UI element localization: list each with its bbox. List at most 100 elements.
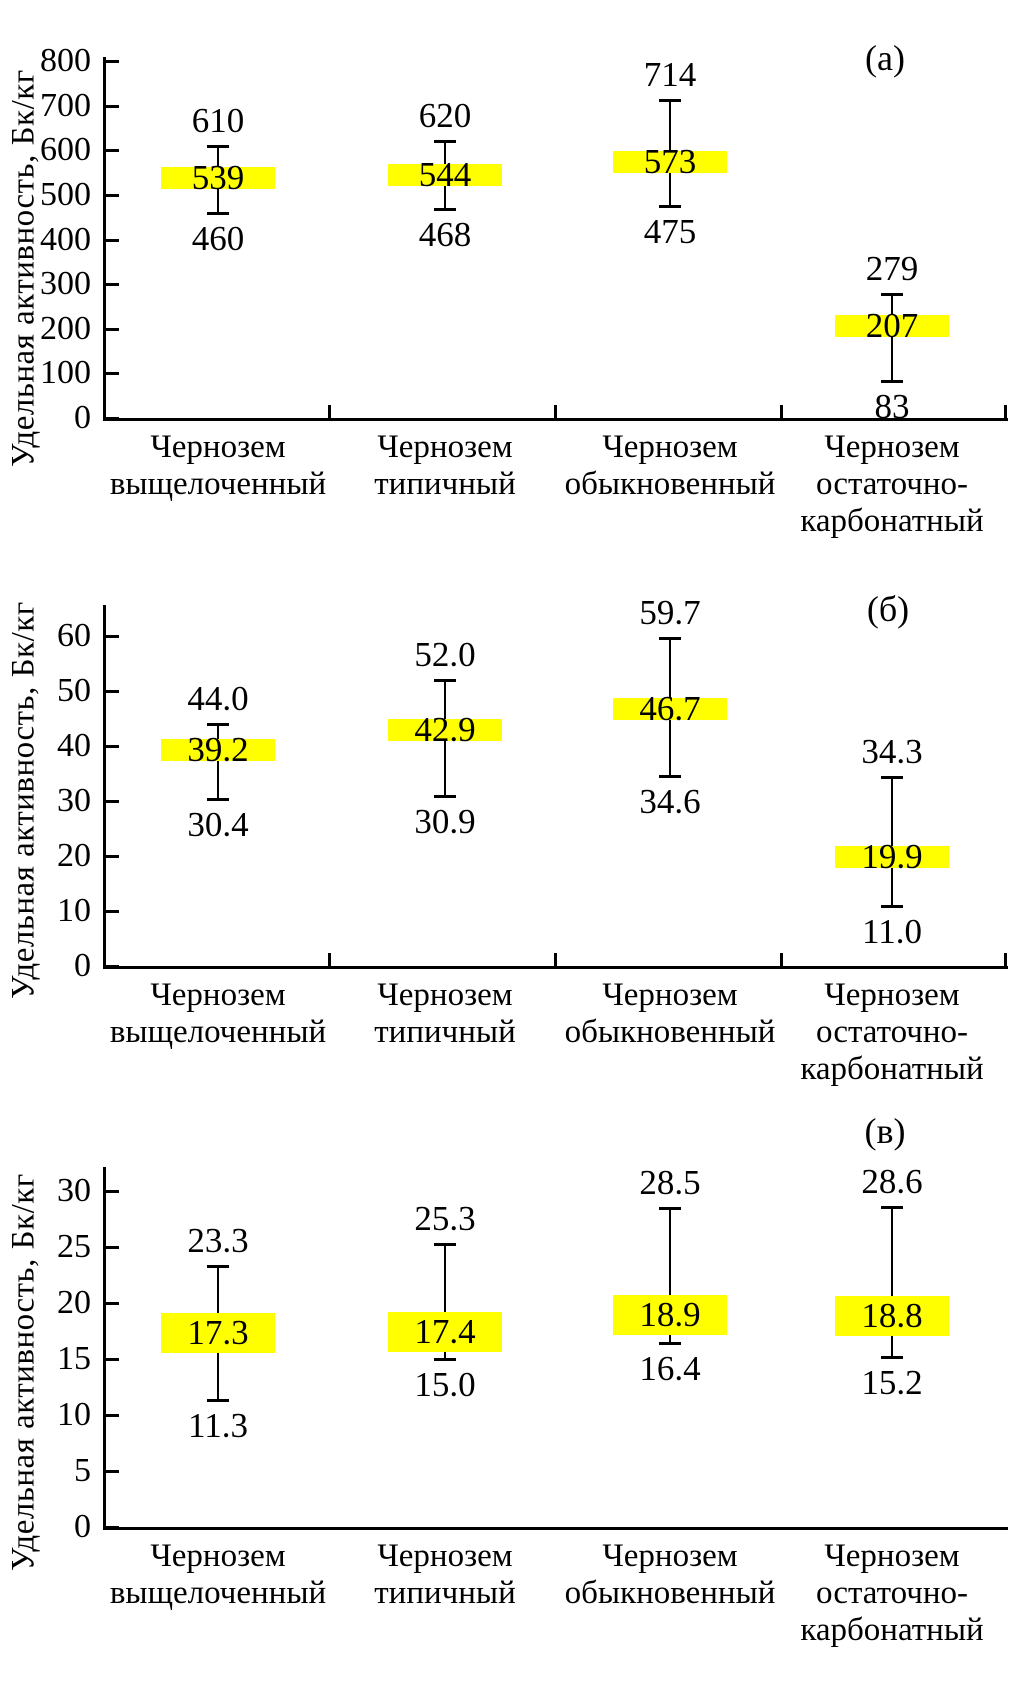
y-axis-title: Удельная активность, Бк/кг xyxy=(5,1173,42,1571)
max-value-label: 620 xyxy=(418,96,472,136)
y-axis xyxy=(103,605,106,969)
mean-highlight-box xyxy=(161,166,275,189)
category-label: Чернозем xyxy=(377,1538,513,1574)
category-label: Чернозем xyxy=(824,977,960,1013)
error-bar-cap-bottom xyxy=(881,1355,903,1359)
y-tick xyxy=(106,104,119,108)
mean-highlight-box xyxy=(388,719,502,742)
x-tick xyxy=(1004,953,1007,966)
mean-highlight-box xyxy=(388,1312,502,1353)
mean-value-label: 19.9 xyxy=(861,836,923,876)
y-tick xyxy=(106,1358,119,1361)
mean-value-label: 17.3 xyxy=(187,1313,249,1353)
mean-value-label: 46.7 xyxy=(639,689,701,729)
y-tick xyxy=(106,1414,119,1417)
category-label: обыкновенный xyxy=(564,1575,776,1611)
category-label: карбонатный xyxy=(800,503,984,539)
mean-highlight-box xyxy=(835,314,949,337)
y-tick xyxy=(106,238,119,242)
error-bar-cap-bottom xyxy=(659,205,681,209)
y-tick-label: 30 xyxy=(57,782,91,819)
error-bar-cap-bottom xyxy=(207,211,229,215)
min-value-label: 15.2 xyxy=(861,1362,923,1402)
min-value-label: 468 xyxy=(418,215,472,255)
y-tick-label: 0 xyxy=(74,1508,91,1545)
x-tick xyxy=(780,405,783,418)
mean-value-label: 539 xyxy=(191,157,245,197)
error-bar-line xyxy=(217,724,219,799)
error-bar-line xyxy=(891,293,893,381)
error-bar-cap-bottom xyxy=(434,795,456,799)
y-tick-label: 100 xyxy=(40,354,91,392)
x-tick xyxy=(780,953,783,966)
category-label: Чернозем xyxy=(602,977,738,1013)
y-tick xyxy=(106,149,119,153)
max-value-label: 23.3 xyxy=(187,1221,249,1261)
y-tick xyxy=(106,372,119,376)
mean-value-label: 544 xyxy=(418,155,472,195)
y-tick-label: 0 xyxy=(74,947,91,984)
y-tick xyxy=(106,194,119,197)
y-tick xyxy=(106,1302,119,1305)
category-label: Чернозем xyxy=(150,429,286,465)
error-bar-line xyxy=(891,1206,893,1357)
panel-letter: (в) xyxy=(864,1111,906,1151)
y-tick-label: 0 xyxy=(74,399,91,436)
mean-highlight-box xyxy=(161,739,275,762)
category-label: типичный xyxy=(374,466,516,502)
y-tick xyxy=(106,283,119,287)
error-bar-cap-bottom xyxy=(659,1342,681,1346)
y-tick xyxy=(106,1190,119,1193)
y-tick-label: 30 xyxy=(57,1172,91,1209)
category-label: остаточно- xyxy=(816,1575,968,1611)
mean-value-label: 573 xyxy=(643,142,697,182)
error-bar-cap-top xyxy=(881,776,903,780)
category-label: Чернозем xyxy=(602,429,738,465)
category-label: Чернозем xyxy=(150,977,286,1013)
mean-value-label: 18.8 xyxy=(861,1296,923,1336)
error-bar-cap-top xyxy=(881,292,903,296)
max-value-label: 610 xyxy=(191,100,245,140)
x-tick xyxy=(1004,405,1007,418)
max-value-label: 28.5 xyxy=(639,1162,701,1202)
error-bar-line xyxy=(891,777,893,906)
min-value-label: 15.0 xyxy=(414,1365,476,1404)
mean-value-label: 17.4 xyxy=(414,1312,476,1352)
y-tick-label: 10 xyxy=(57,1396,91,1433)
y-tick-label: 20 xyxy=(57,1284,91,1321)
error-bar-cap-top xyxy=(207,723,229,726)
x-tick xyxy=(328,953,331,966)
error-bar-cap-top xyxy=(434,140,456,144)
mean-value-label: 18.9 xyxy=(639,1295,701,1335)
x-axis xyxy=(103,966,1008,969)
category-label: Чернозем xyxy=(377,429,513,465)
y-tick xyxy=(106,745,119,748)
max-value-label: 52.0 xyxy=(414,635,476,674)
y-tick xyxy=(106,855,119,858)
x-axis xyxy=(103,418,1008,421)
category-label: выщелоченный xyxy=(109,1014,327,1050)
category-label: обыкновенный xyxy=(564,1014,776,1050)
x-tick xyxy=(328,405,331,418)
mean-highlight-box xyxy=(835,845,949,868)
min-value-label: 16.4 xyxy=(639,1349,701,1389)
y-tick xyxy=(106,965,119,968)
y-tick-label: 500 xyxy=(40,176,91,213)
x-axis xyxy=(103,1527,1008,1530)
category-label: Чернозем xyxy=(824,429,960,465)
y-tick-label: 200 xyxy=(40,309,91,347)
y-tick xyxy=(106,1470,119,1473)
category-label: Чернозем xyxy=(377,977,513,1013)
min-value-label: 11.0 xyxy=(862,911,922,951)
error-bar-cap-top xyxy=(659,98,681,102)
category-label: карбонатный xyxy=(800,1051,984,1087)
error-bar-cap-bottom xyxy=(207,797,229,801)
x-tick xyxy=(554,405,557,418)
error-bar-cap-top xyxy=(434,1242,456,1246)
panel-letter: (б) xyxy=(866,589,910,629)
category-label: типичный xyxy=(374,1575,516,1611)
error-bar-cap-top xyxy=(659,636,681,640)
min-value-label: 460 xyxy=(191,218,245,258)
min-value-label: 83 xyxy=(874,386,910,426)
